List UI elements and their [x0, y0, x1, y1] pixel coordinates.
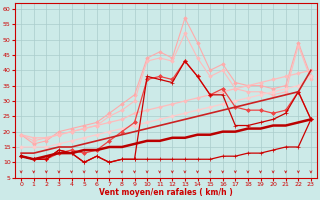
X-axis label: Vent moyen/en rafales ( km/h ): Vent moyen/en rafales ( km/h ): [99, 188, 233, 197]
